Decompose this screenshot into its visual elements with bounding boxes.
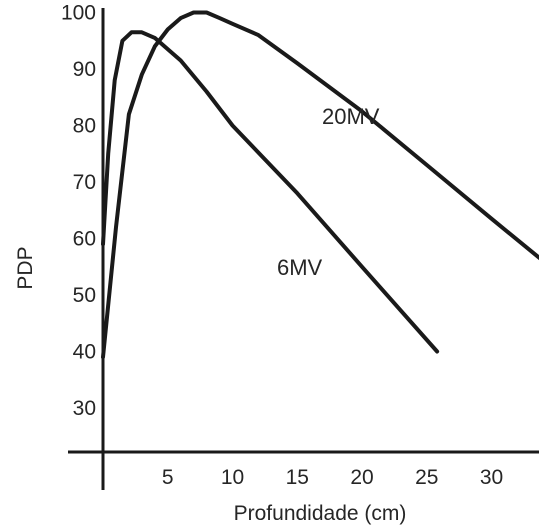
x-tick-labels: 5 10 15 20 25 30	[162, 466, 503, 489]
y-tick-label: 90	[73, 58, 96, 81]
x-axis-label: Profundidade (cm)	[234, 502, 407, 525]
series-label-6MV: 6MV	[277, 255, 323, 280]
y-axis-label: PDP	[14, 246, 37, 289]
y-tick-label: 80	[73, 115, 96, 138]
y-tick-label: 40	[73, 341, 96, 364]
x-tick-label: 5	[162, 466, 174, 489]
x-tick-label: 10	[221, 466, 244, 489]
x-tick-label: 20	[350, 466, 373, 489]
y-tick-label: 70	[73, 171, 96, 194]
y-tick-label: 100	[61, 2, 96, 25]
y-tick-labels: 30 40 50 60 70 80 90 100	[61, 2, 96, 421]
x-tick-label: 25	[415, 466, 438, 489]
y-tick-label: 30	[73, 397, 96, 420]
x-tick-label: 15	[286, 466, 309, 489]
series-label-20MV: 20MV	[322, 104, 380, 129]
x-tick-label: 30	[480, 466, 503, 489]
series-lines	[101, 10, 539, 360]
y-tick-label: 50	[73, 284, 96, 307]
y-tick-label: 60	[73, 228, 96, 251]
series-line-20MV	[101, 10, 539, 360]
axes	[68, 8, 539, 490]
series-line-6MV	[101, 30, 440, 354]
